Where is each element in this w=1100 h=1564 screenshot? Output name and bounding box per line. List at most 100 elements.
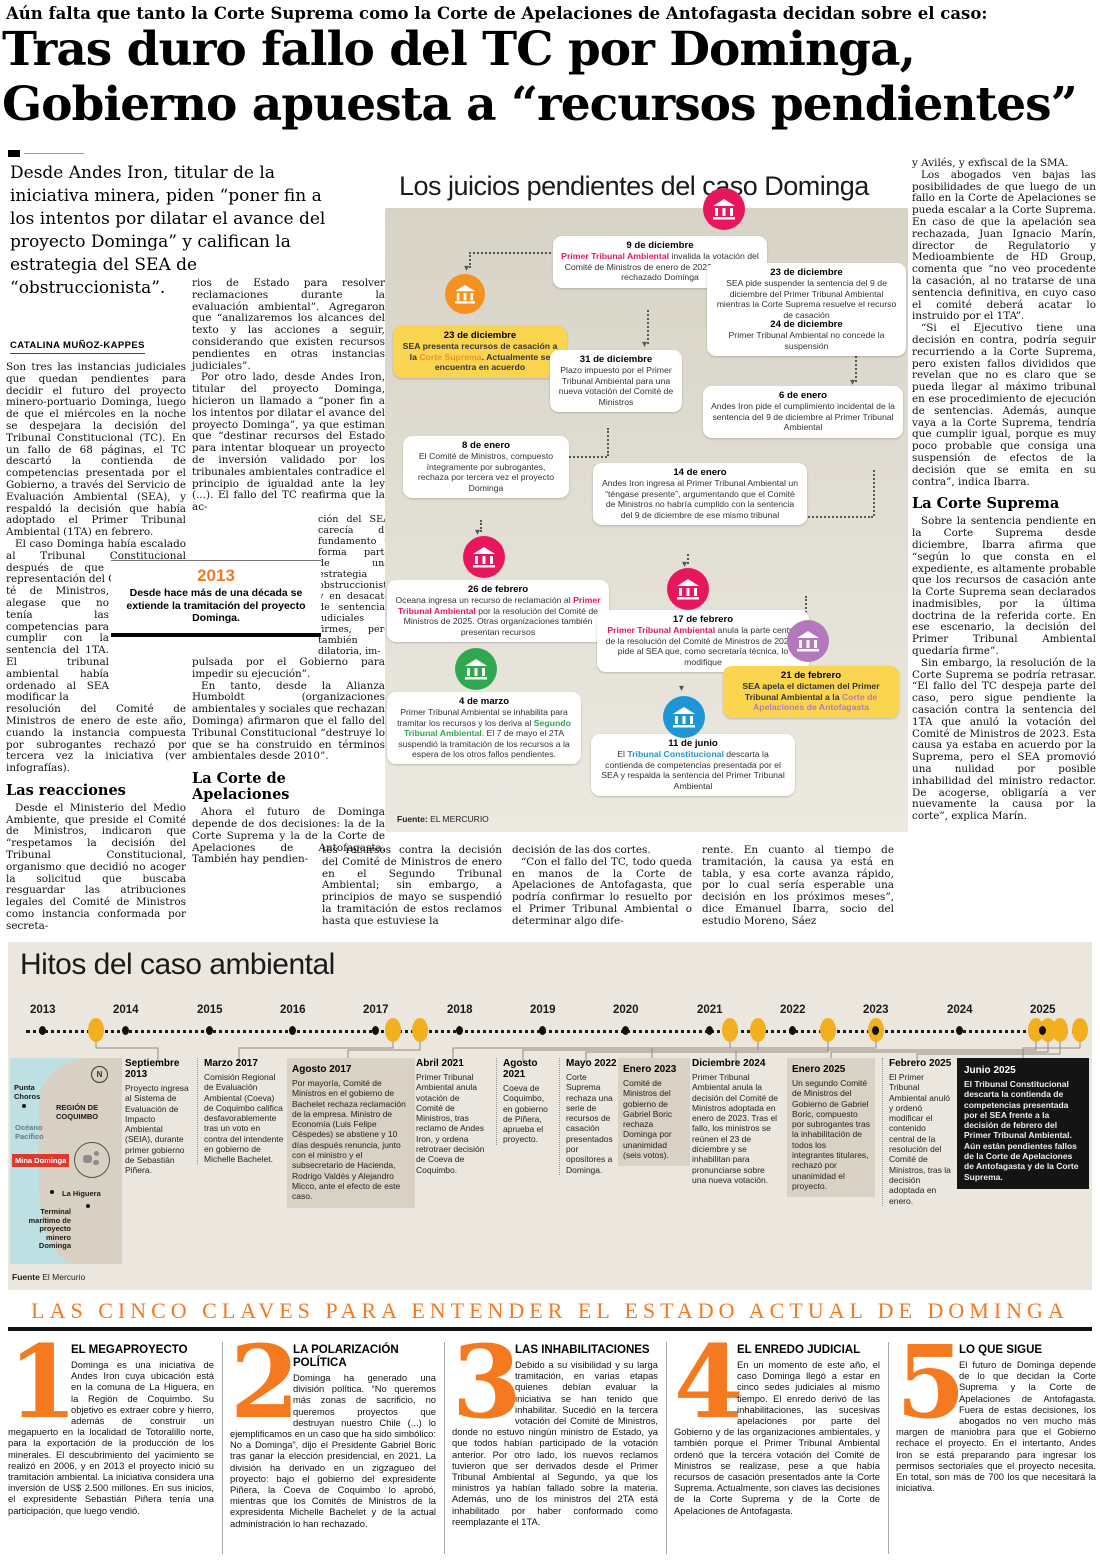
paragraph: té de Ministros, alegase que no tenía la…: [6, 585, 109, 704]
year-dot: [872, 1026, 879, 1035]
compass-icon: N: [91, 1066, 108, 1083]
paragraph: decisión de las dos cortes.: [512, 844, 651, 856]
map-label-oceano: Océano Pacífico: [15, 1123, 44, 1141]
year-label: 2014: [113, 1004, 139, 1016]
timeline-title: Hitos del caso ambiental: [20, 948, 335, 981]
paragraph: pulsada por el Gobierno para impedir su …: [192, 655, 385, 680]
map-label-terminal: Terminal marítimo de proyecto minero Dom…: [28, 1207, 71, 1250]
arrow-down-icon: ▾: [682, 559, 688, 570]
timeline-item-ene2023: Enero 2023 Comité de Ministros del gobie…: [618, 1058, 690, 1167]
event-node-23dic-casacion: 23 de diciembre SEA presenta recursos de…: [393, 326, 567, 378]
pull-quote-year: 2013: [197, 566, 235, 585]
paragraph: ción del SEA carecía de fundamento y for…: [318, 513, 393, 657]
mine-blob: [94, 1151, 99, 1156]
year-label: 2016: [280, 1004, 306, 1016]
clave-divider: [666, 1342, 667, 1554]
claves-header: LAS CINCO CLAVES PARA ENTENDER EL ESTADO…: [31, 1298, 1069, 1323]
event-marker: [412, 1018, 428, 1042]
event-node-17feb: 17 de febrero Primer Tribunal Ambiental …: [597, 610, 809, 673]
arrow-down-icon: ▾: [464, 263, 470, 274]
connector: [480, 520, 482, 532]
courthouse-icon: [713, 199, 735, 220]
connector: [565, 456, 607, 458]
timeline-item-ago2017: Agosto 2017 Por mayoría, Comité de Minis…: [287, 1058, 415, 1208]
event-marker: [750, 1018, 766, 1042]
headline: Tras duro fallo del TC por Dominga, Gobie…: [2, 22, 1078, 132]
year-label: 2018: [447, 1004, 473, 1016]
year-label: 2024: [947, 1004, 973, 1016]
article-column-5: rente. En cuanto al tiempo de tramitació…: [702, 844, 894, 928]
courthouse-icon: [473, 547, 495, 568]
clave-title: LO QUE SIGUE: [959, 1344, 1043, 1356]
deck-marker: [8, 150, 20, 157]
year-label: 2020: [613, 1004, 639, 1016]
clave-number: 2: [230, 1323, 300, 1441]
year-dot: [372, 1026, 379, 1035]
clave-number: 3: [452, 1323, 522, 1441]
event-marker: [1052, 1018, 1068, 1042]
timeline-item-dic2024: Diciembre 2024 Primer Tribunal Ambiental…: [692, 1058, 778, 1185]
courthouse-icon: [797, 631, 819, 652]
mine-blob: [93, 1160, 99, 1165]
court-icon-pink: [703, 188, 745, 230]
event-node-8enero: 8 de enero El Comité de Ministros, compu…: [403, 436, 569, 499]
infographic-source: Fuente: EL MERCURIO: [397, 814, 489, 824]
clave-3: 3 LAS INHABILITACIONES Debido a su visib…: [452, 1323, 658, 1527]
clave-number: 5: [896, 1323, 966, 1441]
subhead-corte-apelaciones: La Corte de Apelaciones: [192, 770, 290, 804]
courthouse-icon: [677, 579, 699, 600]
claves-rule: [8, 1327, 1092, 1331]
article-column-1: Son tres las instancias judiciales que q…: [6, 361, 186, 933]
year-dot: [1039, 1026, 1046, 1035]
connector: [469, 252, 471, 268]
clave-title: EL ENREDO JUDICIAL: [737, 1344, 861, 1356]
pull-quote: 2013 Desde hace más de una década se ext…: [111, 560, 321, 637]
arrow-down-icon: ▾: [642, 339, 648, 350]
year-label: 2022: [780, 1004, 806, 1016]
mine-area-circle: [74, 1142, 110, 1178]
year-label: 2015: [197, 1004, 223, 1016]
clave-text: Dominga es una iniciativa de Andes Iron …: [8, 1359, 214, 1516]
location-map: N Punta Choros REGIÓN DE COQUIMBO Océano…: [10, 1058, 122, 1264]
clave-divider: [888, 1342, 889, 1554]
deck-rule: [24, 153, 84, 154]
event-node-14enero: 14 de enero Andes Iron ingresa al Primer…: [593, 463, 807, 526]
court-icon-purple: [787, 620, 829, 662]
courthouse-icon: [455, 284, 475, 304]
event-node-21feb: 21 de febrero SEA apela el dictamen del …: [723, 666, 899, 718]
paragraph: Son tres las instancias judiciales que q…: [6, 361, 186, 539]
clave-number: 4: [674, 1323, 744, 1441]
paragraph: “Con el fallo del TC, todo queda en mano…: [512, 855, 692, 927]
event-marker: [722, 1018, 738, 1042]
year-dot: [539, 1026, 546, 1035]
courthouse-icon: [465, 659, 487, 680]
arrow-down-icon: ▾: [475, 527, 481, 538]
year-dot: [122, 1026, 129, 1035]
connector: [469, 252, 555, 254]
clave-number: 1: [8, 1323, 78, 1441]
paragraph: y Avilés, y exfiscal de la SMA.: [912, 157, 1069, 169]
event-node-23-24dic: 23 de diciembre SEA pide suspender la se…: [707, 263, 906, 357]
connector: [687, 554, 689, 564]
article-column-3: tes recursos contra la decisión del Comi…: [322, 844, 502, 928]
year-label: 2013: [30, 1004, 56, 1016]
year-label: 2025: [1030, 1004, 1056, 1016]
timeline-axis: [26, 1030, 1076, 1033]
timeline-hitos: Hitos del caso ambiental 2013 2014 2015 …: [8, 942, 1092, 1290]
court-icon-orange: [445, 274, 485, 314]
pull-quote-text: Desde hace más de una década se extiende…: [126, 587, 306, 624]
paragraph: Los abogados ven bajas las posibilidades…: [912, 168, 1096, 323]
clave-divider: [444, 1342, 445, 1554]
paragraph: En tanto, desde la Alianza Humboldt (org…: [192, 679, 385, 763]
court-icon-blue: [663, 696, 705, 738]
clave-divider: [222, 1342, 223, 1554]
paragraph: Ahora el futuro de Dominga depende de do…: [192, 806, 385, 866]
arrow-down-icon: ▾: [679, 683, 685, 694]
event-node-26feb: 26 de febrero Oceana ingresa un recurso …: [387, 580, 609, 643]
year-label: 2023: [863, 1004, 889, 1016]
event-node-6enero: 6 de enero Andes Iron pide el cumplimien…: [703, 386, 903, 438]
paragraph: rente. En cuanto al tiempo de tramitació…: [702, 844, 894, 927]
connector: [873, 470, 875, 516]
year-dot: [289, 1026, 296, 1035]
